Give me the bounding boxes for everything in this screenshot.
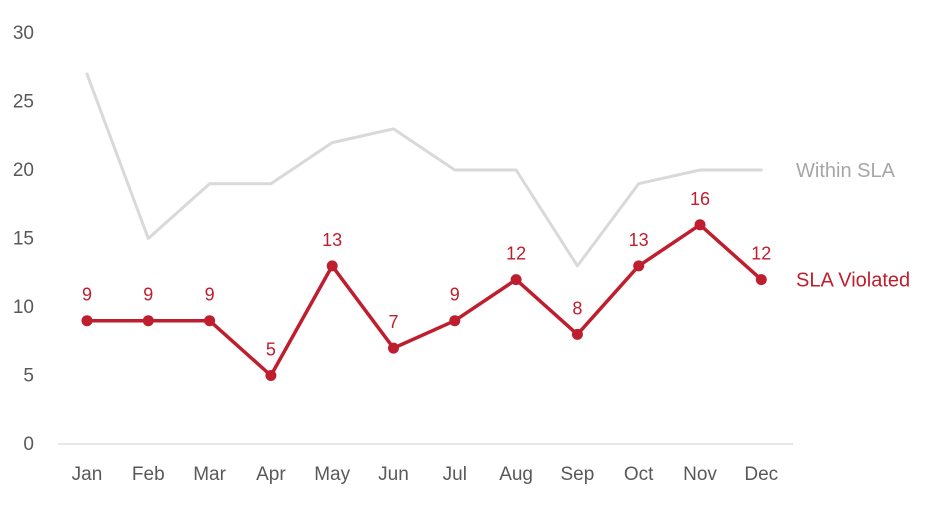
data-point (142, 315, 154, 327)
x-tick-label: May (314, 464, 350, 485)
data-label: 13 (322, 230, 342, 250)
series-within-sla: Within SLA (85, 72, 896, 268)
series-label: SLA Violated (796, 270, 910, 292)
series-line (85, 223, 764, 378)
x-tick-label: Feb (132, 464, 165, 485)
data-label: 9 (82, 285, 92, 305)
data-label: 12 (506, 244, 526, 264)
series-sla-violated: 9 9 9 5 13 7 9 12 8 13 16 12 SLA Violated (81, 189, 910, 381)
data-label: 7 (388, 312, 398, 332)
x-axis: Jan Feb Mar Apr May Jun Jul Aug Sep Oct Nov Dec (72, 464, 779, 485)
data-point (204, 315, 216, 327)
x-tick-label: Aug (499, 464, 533, 485)
data-label: 5 (266, 340, 276, 360)
data-point (81, 315, 93, 327)
x-tick-label: Apr (256, 464, 286, 485)
y-tick-label: 10 (13, 297, 34, 318)
data-label: 9 (205, 285, 215, 305)
x-tick-label: Dec (744, 464, 778, 485)
y-tick-label: 5 (23, 366, 34, 387)
series-label: Within SLA (796, 160, 896, 182)
data-label: 13 (629, 230, 649, 250)
y-tick-label: 20 (13, 160, 34, 181)
x-tick-label: Oct (624, 464, 654, 485)
data-label: 9 (450, 285, 460, 305)
data-point (694, 219, 706, 231)
y-tick-label: 15 (13, 229, 34, 250)
x-tick-label: Jul (443, 464, 467, 485)
data-label: 16 (690, 189, 710, 209)
data-point (388, 342, 399, 354)
data-point (571, 328, 583, 340)
data-label: 8 (572, 298, 582, 318)
x-tick-label: Jun (378, 464, 409, 485)
data-point (755, 274, 767, 286)
data-label: 12 (751, 244, 771, 264)
data-point (326, 260, 338, 272)
x-tick-label: Jan (72, 464, 103, 485)
x-tick-label: Sep (560, 464, 594, 485)
y-tick-label: 30 (13, 23, 34, 44)
data-label: 9 (143, 285, 153, 305)
y-tick-label: 0 (23, 434, 34, 455)
x-tick-label: Nov (683, 464, 717, 485)
data-point (449, 315, 461, 327)
data-point (510, 274, 522, 286)
data-point (265, 370, 277, 381)
y-tick-label: 25 (13, 92, 34, 113)
series-line (85, 72, 763, 268)
y-axis: 0 5 10 15 20 25 30 (13, 23, 34, 455)
series-layer: Within SLA 9 9 9 5 13 7 9 12 8 13 16 12 SLA Violated (81, 72, 910, 381)
x-tick-label: Mar (193, 464, 226, 485)
data-point (633, 260, 645, 272)
